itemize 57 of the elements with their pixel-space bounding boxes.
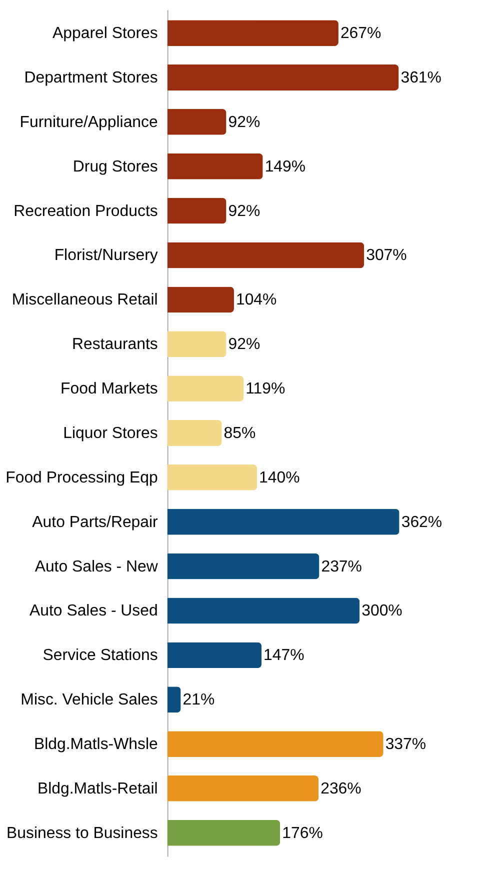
bar (167, 198, 226, 224)
data-label: 92% (228, 336, 260, 354)
data-label: 140% (259, 469, 300, 486)
y-tick-label: Miscellaneous Retail (12, 292, 158, 309)
bar (167, 20, 338, 46)
bar (167, 64, 399, 90)
data-label: 307% (366, 247, 407, 264)
data-label: 362% (401, 514, 442, 531)
data-label: 236% (320, 780, 362, 798)
y-tick-label: Department Stores (24, 69, 158, 86)
y-tick-label: Restaurants (72, 336, 158, 354)
bar (167, 153, 263, 180)
y-tick-label: Drug Stores (72, 158, 158, 176)
y-tick-label: Bldg.Matls-Retail (38, 780, 158, 798)
bar (167, 420, 222, 446)
y-tick-label: Food Processing Eqp (6, 469, 158, 486)
bar (167, 376, 244, 402)
data-label: 361% (400, 69, 442, 86)
bar (167, 686, 181, 713)
data-label: 85% (224, 424, 256, 442)
data-label: 337% (385, 736, 426, 754)
bar (167, 553, 320, 580)
bar (167, 331, 226, 358)
bar (167, 508, 400, 535)
bar (167, 598, 360, 624)
bar (167, 464, 258, 490)
bar (167, 108, 226, 135)
data-label: 92% (228, 114, 260, 131)
data-label: 176% (282, 824, 323, 842)
y-tick-label: Bldg.Matls-Whsle (34, 736, 158, 754)
bar (167, 731, 384, 757)
data-label: 21% (182, 692, 215, 709)
y-tick-label: Recreation Products (14, 202, 158, 220)
data-label: 300% (362, 602, 402, 620)
y-tick-label: Florist/Nursery (54, 247, 158, 264)
data-label: 104% (236, 292, 277, 309)
bar (167, 286, 234, 313)
data-label: 119% (246, 380, 286, 398)
bar (167, 776, 319, 802)
data-label: 149% (264, 158, 306, 176)
data-label: 92% (228, 202, 260, 220)
y-tick-label: Auto Sales - Used (30, 602, 158, 620)
y-tick-label: Furniture/Appliance (20, 114, 158, 131)
y-tick-label: Auto Parts/Repair (32, 514, 159, 531)
y-tick-label: Liquor Stores (63, 424, 158, 442)
bar (167, 642, 262, 668)
data-label: 237% (321, 558, 362, 576)
y-tick-label: Misc. Vehicle Sales (20, 692, 158, 709)
y-tick-label: Food Markets (60, 380, 158, 398)
y-tick-label: Service Stations (42, 647, 158, 664)
data-label: 147% (264, 647, 304, 664)
bar (167, 242, 364, 268)
y-tick-label: Business to Business (6, 824, 158, 842)
y-tick-label: Apparel Stores (52, 25, 158, 42)
y-tick-label: Auto Sales - New (34, 558, 158, 576)
bar (167, 820, 280, 846)
data-label: 267% (340, 25, 382, 42)
